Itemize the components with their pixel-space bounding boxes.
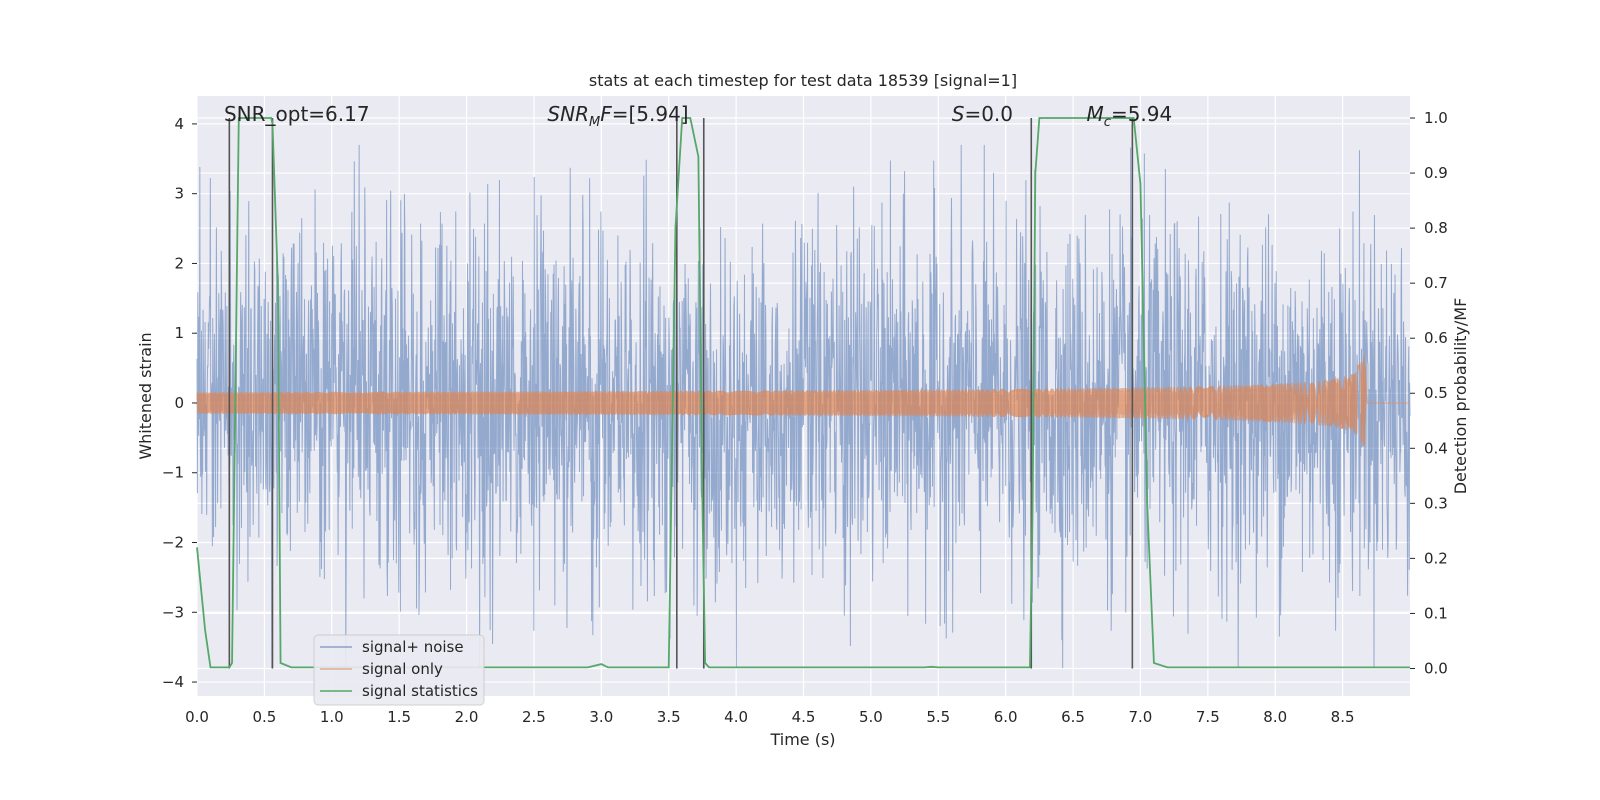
legend-box — [313, 634, 485, 706]
x-tick-label: 3.0 — [589, 708, 613, 726]
chart-title: stats at each timestep for test data 185… — [589, 71, 1017, 90]
y-right-tick-label: 0.7 — [1424, 274, 1448, 292]
legend-label-signal: signal only — [362, 660, 443, 678]
y-tick-label: −3 — [162, 603, 184, 621]
annotation-3: Mc=5.94 — [1087, 102, 1173, 130]
y-tick-label: 2 — [174, 254, 184, 272]
annotation-0: SNR_opt=6.17 — [224, 102, 370, 126]
y-axis-right-ticks: 1.0 0.9 0.8 0.7 0.6 0.5 0.4 0.3 0.2 0.1 0.0 — [1410, 109, 1448, 677]
y-tick-label: −4 — [162, 673, 184, 691]
y-right-tick-label: 0.0 — [1424, 659, 1448, 677]
y-tick-label: −1 — [162, 464, 184, 482]
x-tick-label: 5.0 — [859, 708, 883, 726]
annotations: SNR_opt=6.17 SNRMF=[5.94] S=0.0 Mc=5.94 — [224, 102, 1172, 130]
y-axis-ticks: 4 3 2 1 0 −1 −2 −3 −4 — [162, 115, 197, 691]
x-tick-label: 4.5 — [792, 708, 816, 726]
x-tick-label: 2.0 — [455, 708, 479, 726]
y-right-tick-label: 0.8 — [1424, 219, 1448, 237]
x-tick-label: 6.5 — [1061, 708, 1085, 726]
signal-noise-line — [196, 144, 1411, 669]
y-right-tick-label: 1.0 — [1424, 109, 1448, 127]
y-right-tick-label: 0.3 — [1424, 494, 1448, 512]
annotation-2: S=0.0 — [952, 102, 1013, 126]
x-tick-label: 1.5 — [387, 708, 411, 726]
x-tick-label: 0.5 — [252, 708, 276, 726]
x-tick-label: 2.5 — [522, 708, 546, 726]
y-axis-label: Whitened strain — [136, 332, 155, 459]
x-axis-ticks: 0.0 0.5 1.0 1.5 2.0 2.5 3.0 3.5 4.0 4.5 5.0 5.5 6.0 6… — [185, 708, 1354, 726]
x-axis-label: Time (s) — [769, 730, 835, 749]
series-signal-only — [196, 355, 1410, 447]
y-axis-right-label: Detection probability/MF — [1451, 298, 1470, 495]
y-right-tick-label: 0.2 — [1424, 549, 1448, 567]
signal-only-line — [196, 355, 1410, 447]
legend-label-stats: signal statistics — [362, 682, 478, 700]
y-right-tick-label: 0.5 — [1424, 384, 1448, 402]
x-tick-label: 3.5 — [657, 708, 681, 726]
x-tick-label: 6.0 — [994, 708, 1018, 726]
y-right-tick-label: 0.4 — [1424, 439, 1448, 457]
y-tick-label: −2 — [162, 534, 184, 552]
y-tick-label: 0 — [174, 394, 184, 412]
series-signal-statistics — [196, 117, 1410, 669]
y-tick-label: 4 — [174, 115, 184, 133]
y-right-tick-label: 0.6 — [1424, 329, 1448, 347]
x-tick-label: 7.0 — [1129, 708, 1153, 726]
series-signal-noise — [196, 144, 1411, 669]
annotation-1: SNRMF=[5.94] — [547, 102, 688, 130]
x-tick-label: 7.5 — [1196, 708, 1220, 726]
y-right-tick-label: 0.9 — [1424, 164, 1448, 182]
x-tick-label: 4.0 — [724, 708, 748, 726]
x-tick-label: 5.5 — [926, 708, 950, 726]
legend-label-noise: signal+ noise — [362, 638, 464, 656]
x-tick-label: 1.0 — [320, 708, 344, 726]
x-tick-label: 8.0 — [1263, 708, 1287, 726]
y-tick-label: 3 — [174, 185, 184, 203]
y-right-tick-label: 0.1 — [1424, 604, 1448, 622]
legend: signal+ noise signal only signal statist… — [313, 634, 485, 706]
x-tick-label: 8.5 — [1331, 708, 1355, 726]
signal-statistics-line — [196, 117, 1410, 669]
y-tick-label: 1 — [174, 324, 184, 342]
x-tick-label: 0.0 — [185, 708, 209, 726]
